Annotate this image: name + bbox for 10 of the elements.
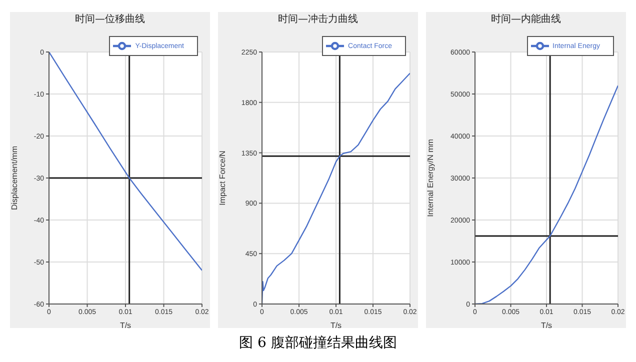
- y-axis-title: Internal Energy/N mm: [426, 138, 435, 217]
- x-axis-title: T/s: [540, 321, 552, 330]
- chart-title: 时间—内能曲线: [491, 12, 561, 27]
- caption: 图 6 腹部碰撞结果曲线图: [238, 334, 398, 352]
- x-axis-title: T/s: [120, 321, 132, 330]
- y-axis-title: Displacement/mm: [10, 146, 19, 210]
- chart-title: 时间—位移曲线: [75, 12, 145, 27]
- x-axis-title: T/s: [330, 321, 342, 330]
- chart-title: 时间—冲击力曲线: [278, 12, 358, 27]
- y-axis-title: Impact Force/N: [218, 150, 227, 206]
